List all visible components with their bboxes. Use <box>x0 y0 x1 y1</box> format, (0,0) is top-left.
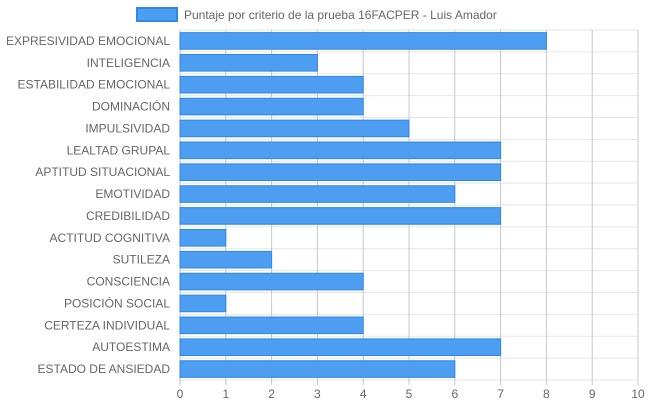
x-tick-label: 8 <box>543 387 550 401</box>
x-tick-label: 7 <box>497 387 504 401</box>
category-label: EMOTIVIDAD <box>95 187 170 201</box>
bars <box>179 32 547 378</box>
category-label: SUTILEZA <box>113 253 170 267</box>
category-label: CERTEZA INDIVIDUAL <box>44 318 170 332</box>
bar[interactable] <box>179 54 318 72</box>
bar[interactable] <box>179 185 456 203</box>
x-tick-label: 2 <box>268 387 275 401</box>
x-tick-label: 3 <box>314 387 321 401</box>
category-label: INTELIGENCIA <box>87 56 170 70</box>
category-label: AUTOESTIMA <box>92 340 170 354</box>
bar[interactable] <box>179 250 273 269</box>
x-axis-ticks: 0 1 2 3 4 5 6 7 8 9 10 <box>177 387 645 401</box>
category-label: EXPRESIVIDAD EMOCIONAL <box>6 34 170 48</box>
x-tick-label: 10 <box>631 387 645 401</box>
bar[interactable] <box>179 207 502 225</box>
category-labels: EXPRESIVIDAD EMOCIONAL INTELIGENCIA ESTABI… <box>6 34 170 376</box>
bar[interactable] <box>179 75 364 94</box>
x-tick-label: 4 <box>360 387 367 401</box>
bar[interactable] <box>179 141 502 160</box>
x-tick-label: 9 <box>589 387 596 401</box>
category-label: CONSCIENCIA <box>87 275 170 289</box>
bar[interactable] <box>179 338 502 356</box>
x-tick-label: 6 <box>451 387 458 401</box>
x-tick-label: 5 <box>406 387 413 401</box>
category-label: ACTITUD COGNITIVA <box>50 231 170 245</box>
bar[interactable] <box>179 163 502 181</box>
category-label: ESTADO DE ANSIEDAD <box>38 362 171 376</box>
category-label: DOMINACIÓN <box>92 99 170 114</box>
bar[interactable] <box>179 360 456 378</box>
x-tick-label: 1 <box>222 387 229 401</box>
category-label: IMPULSIVIDAD <box>85 121 170 135</box>
category-label: ESTABILIDAD EMOCIONAL <box>18 78 171 92</box>
legend-swatch <box>136 7 178 22</box>
legend[interactable]: Puntaje por criterio de la prueba 16FACP… <box>136 7 497 22</box>
bar[interactable] <box>179 316 364 335</box>
bar[interactable] <box>179 294 227 313</box>
legend-label: Puntaje por criterio de la prueba 16FACP… <box>184 8 497 22</box>
x-tick-label: 0 <box>177 387 184 401</box>
bar[interactable] <box>179 119 410 138</box>
bar[interactable] <box>179 272 364 291</box>
category-label: CREDIBILIDAD <box>86 209 170 223</box>
category-label: POSICIÓN SOCIAL <box>64 295 170 310</box>
bar[interactable] <box>179 97 364 116</box>
category-label: APTITUD SITUACIONAL <box>35 165 170 179</box>
bar[interactable] <box>179 229 227 247</box>
bar[interactable] <box>179 32 547 50</box>
category-label: LEALTAD GRUPAL <box>67 143 171 157</box>
